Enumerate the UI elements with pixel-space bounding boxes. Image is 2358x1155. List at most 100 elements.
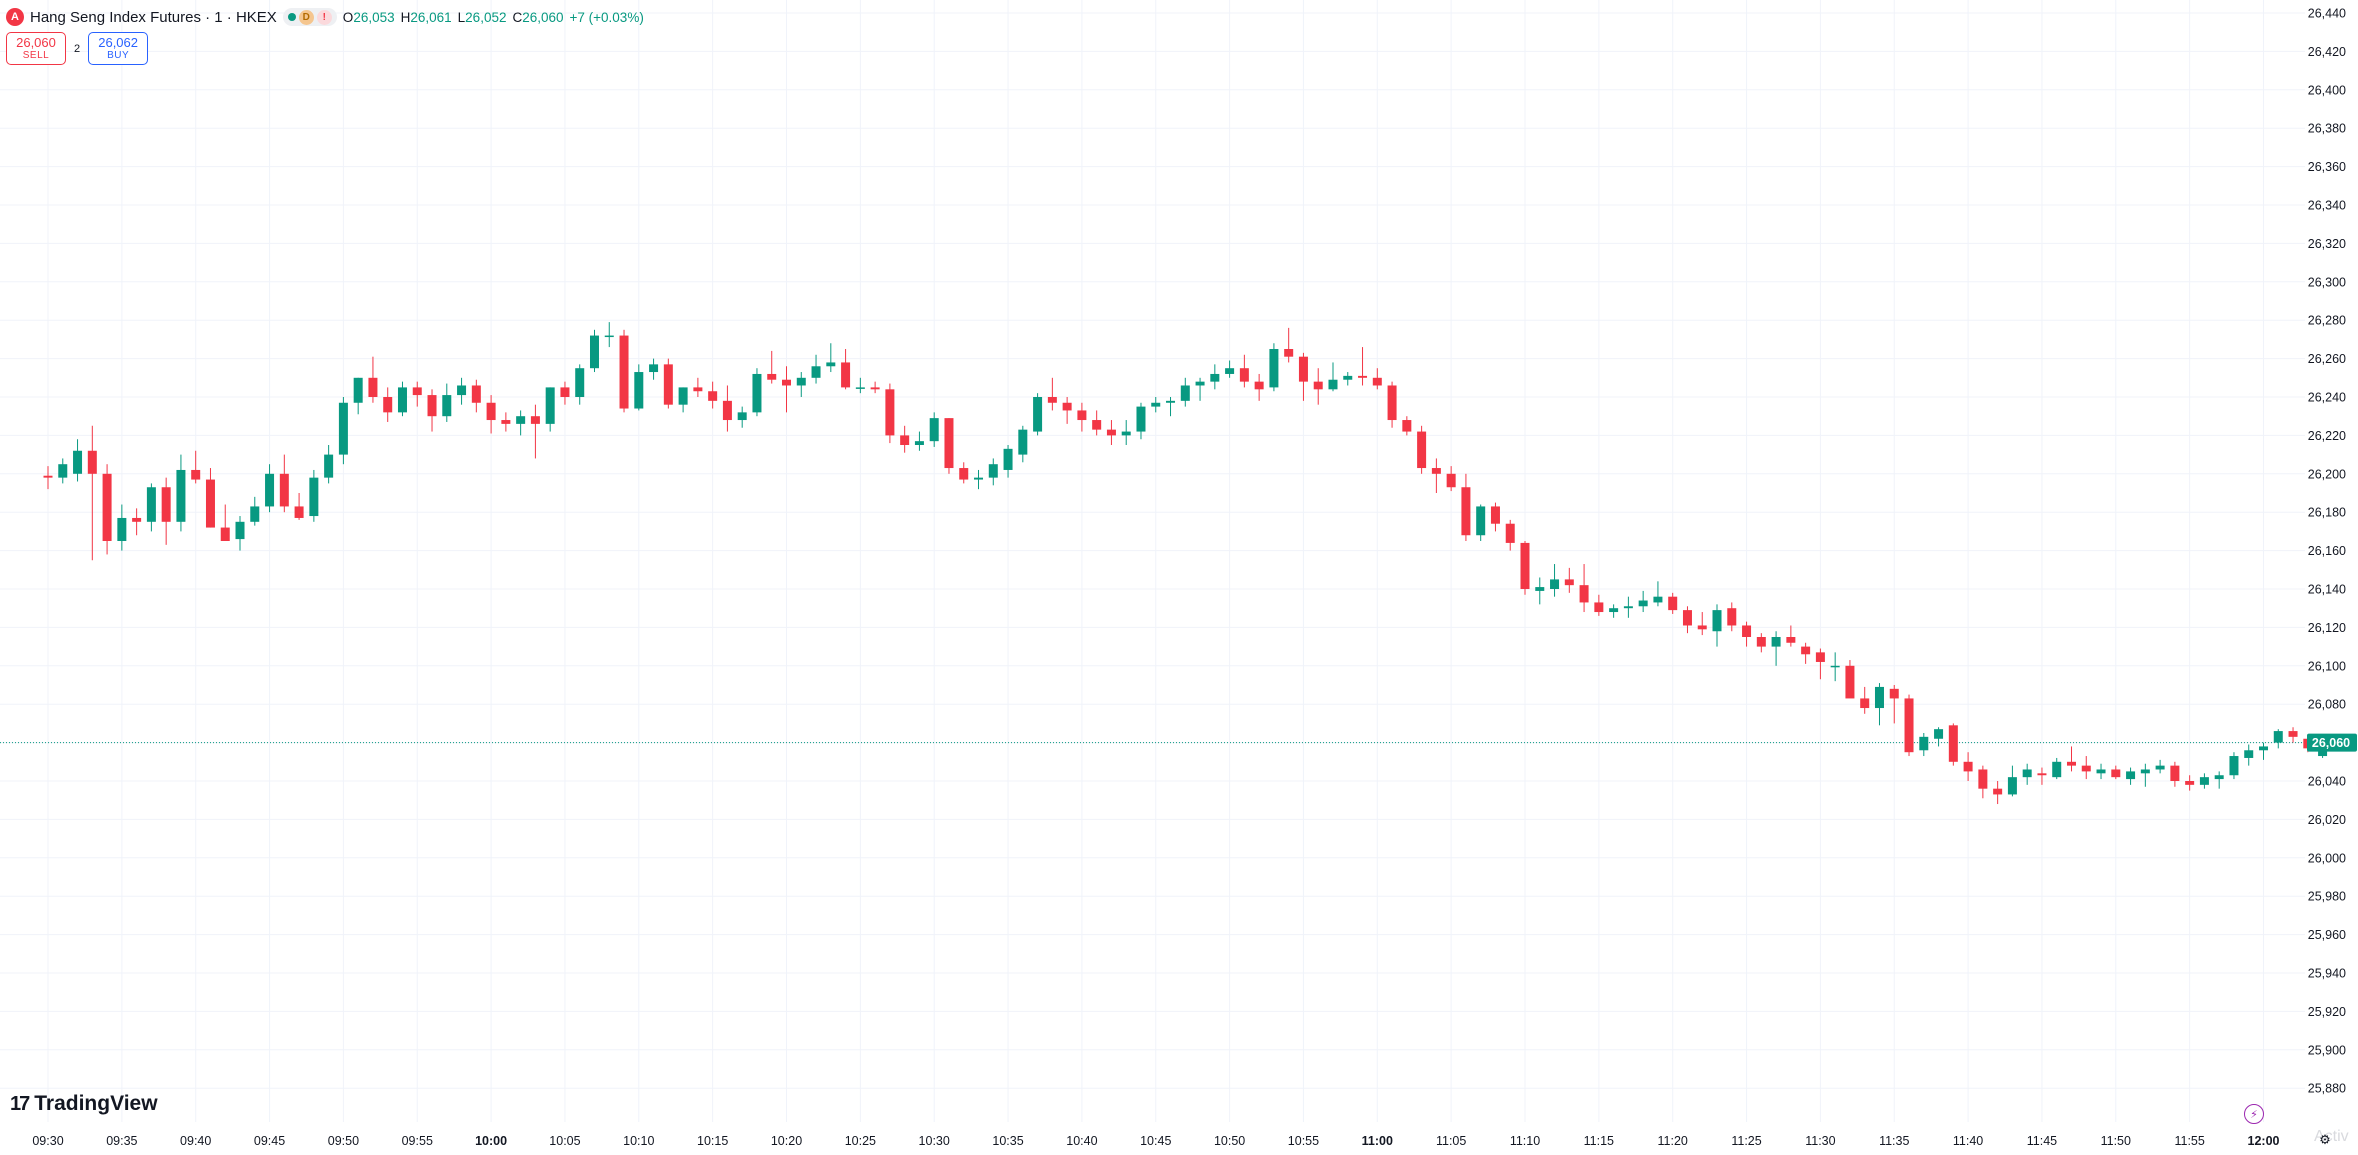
y-tick-label: 26,020: [2308, 813, 2346, 827]
x-tick-label: 10:50: [1214, 1134, 1245, 1148]
candle-body: [161, 487, 171, 522]
y-tick-label: 25,900: [2308, 1043, 2346, 1057]
y-tick-label: 26,360: [2308, 160, 2346, 174]
candle-body: [1889, 688, 1899, 699]
y-tick-label: 26,160: [2308, 544, 2346, 558]
x-tick-label: 11:55: [2174, 1134, 2204, 1148]
candle-body: [1313, 381, 1323, 390]
candle-body: [2155, 765, 2165, 770]
candle-body: [1372, 377, 1382, 386]
candle-body: [678, 387, 688, 405]
candle-body: [412, 387, 422, 396]
candle-body: [929, 418, 939, 442]
ohlc-low-value: 26,052: [465, 9, 507, 25]
x-tick-label: 10:05: [549, 1134, 580, 1148]
x-tick-label: 11:10: [1510, 1134, 1540, 1148]
candle-body: [309, 477, 319, 517]
y-tick-label: 26,240: [2308, 391, 2346, 405]
candle-body: [1801, 646, 1811, 655]
candle-body: [870, 387, 880, 390]
candle-body: [2126, 771, 2136, 780]
candle-body: [914, 441, 924, 445]
gear-icon[interactable]: ⚙: [2319, 1132, 2331, 1147]
ohlc-close-value: 26,060: [522, 9, 564, 25]
candle-body: [117, 517, 127, 541]
x-tick-label: 10:55: [1288, 1134, 1319, 1148]
y-tick-label: 26,100: [2308, 659, 2346, 673]
candle-body: [1284, 349, 1294, 357]
candle-body: [1579, 585, 1589, 603]
candle-body: [235, 521, 245, 540]
candle-body: [530, 416, 540, 424]
candle-body: [693, 387, 703, 392]
buy-button[interactable]: 26,062 BUY: [88, 32, 149, 65]
candle-body: [1417, 431, 1427, 469]
candle-body: [516, 416, 526, 424]
candle-body: [841, 362, 851, 388]
candle-body: [2066, 761, 2076, 766]
x-tick-label: 11:25: [1731, 1134, 1761, 1148]
candle-body: [900, 435, 910, 445]
candle-body: [2007, 777, 2017, 795]
candle-body: [752, 373, 762, 413]
candle-body: [944, 418, 954, 469]
candle-body: [324, 454, 334, 478]
candle-body: [2185, 781, 2195, 785]
sell-button[interactable]: 26,060 SELL: [6, 32, 66, 65]
x-tick-label: 10:00: [475, 1134, 507, 1148]
y-tick-label: 26,420: [2308, 45, 2346, 59]
x-tick-label: 09:50: [328, 1134, 359, 1148]
candle-body: [1018, 429, 1028, 455]
x-tick-label: 11:00: [1362, 1134, 1393, 1148]
candle-body: [2229, 756, 2239, 776]
y-tick-label: 26,120: [2308, 621, 2346, 635]
market-status-pill[interactable]: D !: [282, 8, 337, 26]
x-tick-label: 10:10: [623, 1134, 654, 1148]
ohlc-high-value: 26,061: [410, 9, 452, 25]
candle-body: [191, 469, 201, 480]
candle-body: [767, 373, 777, 380]
y-tick-label: 26,340: [2308, 199, 2346, 213]
candle-body: [708, 391, 718, 401]
candle-body: [1092, 420, 1102, 430]
y-tick-label: 26,200: [2308, 467, 2346, 481]
candle-body: [2288, 731, 2298, 737]
y-tick-label: 26,080: [2308, 698, 2346, 712]
candle-body: [2111, 769, 2121, 778]
candle-body: [1387, 385, 1397, 421]
x-tick-label: 11:50: [2101, 1134, 2131, 1148]
lightning-icon[interactable]: ⚡: [2244, 1104, 2264, 1124]
x-tick-label: 10:40: [1066, 1134, 1097, 1148]
tradingview-logo[interactable]: 17 TradingView: [10, 1092, 158, 1116]
candle-body: [782, 379, 791, 386]
candle-body: [338, 402, 348, 455]
symbol-badge[interactable]: A: [6, 8, 24, 26]
candle-body: [87, 450, 97, 474]
candle-body: [1904, 698, 1914, 753]
candle-body: [1771, 637, 1781, 647]
candle-body: [1594, 602, 1604, 613]
price-change: +7 (+0.03%): [569, 9, 644, 25]
candle-body: [427, 395, 437, 417]
candle-body: [250, 506, 260, 522]
ohlc-close-label: C: [512, 9, 523, 25]
tradingview-logo-icon: 17: [10, 1092, 30, 1115]
candle-body: [1550, 579, 1560, 589]
y-tick-label: 26,440: [2308, 7, 2346, 21]
y-tick-label: 25,880: [2308, 1082, 2346, 1096]
symbol-title[interactable]: Hang Seng Index Futures · 1 · HKEX: [30, 8, 277, 26]
candle-body: [1874, 686, 1884, 709]
candle-body: [1963, 761, 1973, 772]
candle-body: [1402, 420, 1412, 432]
candle-body: [2259, 746, 2268, 751]
x-tick-label: 10:30: [919, 1134, 950, 1148]
candle-body: [205, 479, 215, 528]
x-tick-label: 12:00: [2248, 1134, 2280, 1148]
candle-body: [383, 397, 393, 413]
candle-body: [1033, 397, 1043, 432]
candle-body: [1727, 608, 1737, 626]
candle-body: [2037, 773, 2047, 776]
sell-price: 26,060: [16, 34, 56, 50]
candle-body: [368, 377, 378, 397]
